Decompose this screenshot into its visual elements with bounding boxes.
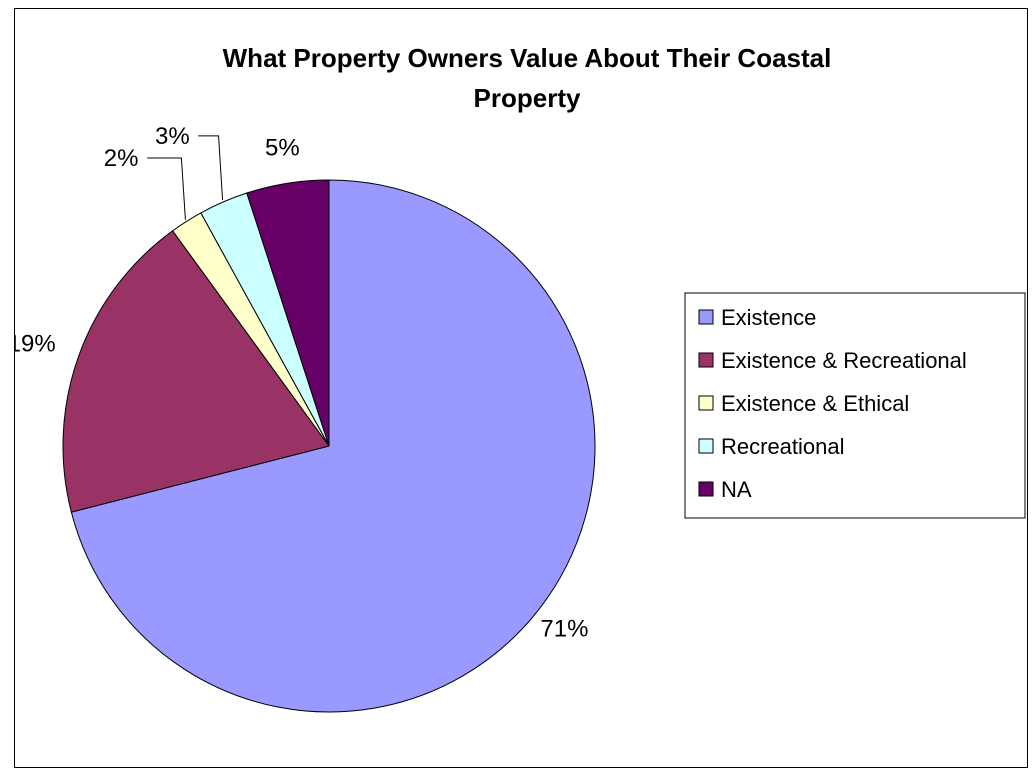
pie-slices xyxy=(62,179,596,713)
data-label-recreational: 3% xyxy=(155,123,190,150)
legend-label-existence-and-ethical: Existence & Ethical xyxy=(721,391,909,416)
legend-swatch-existence xyxy=(698,309,714,325)
data-label-na: 5% xyxy=(265,135,300,162)
leader-line-recreational xyxy=(198,135,224,201)
data-label-existence-and-recreational: 19% xyxy=(15,330,56,357)
legend-label-recreational: Recreational xyxy=(721,434,845,459)
leader-line-existence-and-ethical xyxy=(147,157,186,220)
legend-swatch-existence-and-ethical xyxy=(698,395,714,411)
legend-swatch-na xyxy=(698,481,714,497)
pie-slice-existence-and-recreational xyxy=(62,230,330,513)
chart-frame: What Property Owners Value About Their C… xyxy=(14,8,1028,768)
pie-chart: What Property Owners Value About Their C… xyxy=(15,43,1026,713)
legend-swatch-recreational xyxy=(698,438,714,454)
data-label-existence-and-ethical: 2% xyxy=(104,145,139,172)
leader-lines xyxy=(147,135,224,220)
legend-label-existence: Existence xyxy=(721,305,816,330)
legend-label-existence-and-recreational: Existence & Recreational xyxy=(721,348,967,373)
chart-title-line-2: Property xyxy=(474,83,581,113)
pie-slice-na xyxy=(246,179,330,447)
legend-swatch-existence-and-recreational xyxy=(698,352,714,368)
chart-title: What Property Owners Value About Their C… xyxy=(223,43,832,113)
data-labels: 71% 19% 2% 3% 5% xyxy=(15,123,588,643)
legend-label-na: NA xyxy=(721,477,752,502)
pie-slice-existence xyxy=(70,179,596,713)
legend-box xyxy=(684,292,1026,519)
legend: Existence Existence & Recreational Existen… xyxy=(684,292,1026,519)
data-label-existence: 71% xyxy=(540,616,588,643)
chart-title-line-1: What Property Owners Value About Their C… xyxy=(223,43,832,73)
